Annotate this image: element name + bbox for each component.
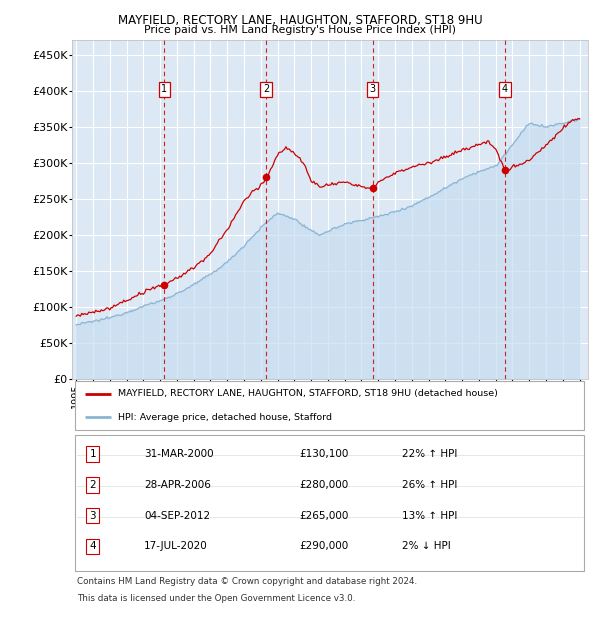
Text: 04-SEP-2012: 04-SEP-2012 bbox=[144, 510, 211, 521]
Text: 17-JUL-2020: 17-JUL-2020 bbox=[144, 541, 208, 551]
Text: This data is licensed under the Open Government Licence v3.0.: This data is licensed under the Open Gov… bbox=[77, 594, 356, 603]
Text: £290,000: £290,000 bbox=[299, 541, 348, 551]
Text: 2% ↓ HPI: 2% ↓ HPI bbox=[402, 541, 451, 551]
Text: 13% ↑ HPI: 13% ↑ HPI bbox=[402, 510, 458, 521]
Text: 1: 1 bbox=[89, 449, 96, 459]
Text: 1: 1 bbox=[161, 84, 167, 94]
Text: MAYFIELD, RECTORY LANE, HAUGHTON, STAFFORD, ST18 9HU (detached house): MAYFIELD, RECTORY LANE, HAUGHTON, STAFFO… bbox=[118, 389, 499, 398]
Text: Price paid vs. HM Land Registry's House Price Index (HPI): Price paid vs. HM Land Registry's House … bbox=[144, 25, 456, 35]
Text: 4: 4 bbox=[89, 541, 96, 551]
FancyBboxPatch shape bbox=[74, 435, 584, 571]
Text: £130,100: £130,100 bbox=[299, 449, 349, 459]
Text: 31-MAR-2000: 31-MAR-2000 bbox=[144, 449, 214, 459]
Text: 2: 2 bbox=[89, 480, 96, 490]
Text: Contains HM Land Registry data © Crown copyright and database right 2024.: Contains HM Land Registry data © Crown c… bbox=[77, 577, 417, 586]
Text: £280,000: £280,000 bbox=[299, 480, 348, 490]
Text: 4: 4 bbox=[502, 84, 508, 94]
Text: MAYFIELD, RECTORY LANE, HAUGHTON, STAFFORD, ST18 9HU: MAYFIELD, RECTORY LANE, HAUGHTON, STAFFO… bbox=[118, 14, 482, 27]
Text: 3: 3 bbox=[370, 84, 376, 94]
Text: 28-APR-2006: 28-APR-2006 bbox=[144, 480, 211, 490]
Text: 26% ↑ HPI: 26% ↑ HPI bbox=[402, 480, 458, 490]
Text: 22% ↑ HPI: 22% ↑ HPI bbox=[402, 449, 458, 459]
Text: 3: 3 bbox=[89, 510, 96, 521]
Text: 2: 2 bbox=[263, 84, 269, 94]
Text: £265,000: £265,000 bbox=[299, 510, 349, 521]
Text: HPI: Average price, detached house, Stafford: HPI: Average price, detached house, Staf… bbox=[118, 413, 332, 422]
FancyBboxPatch shape bbox=[74, 381, 584, 430]
